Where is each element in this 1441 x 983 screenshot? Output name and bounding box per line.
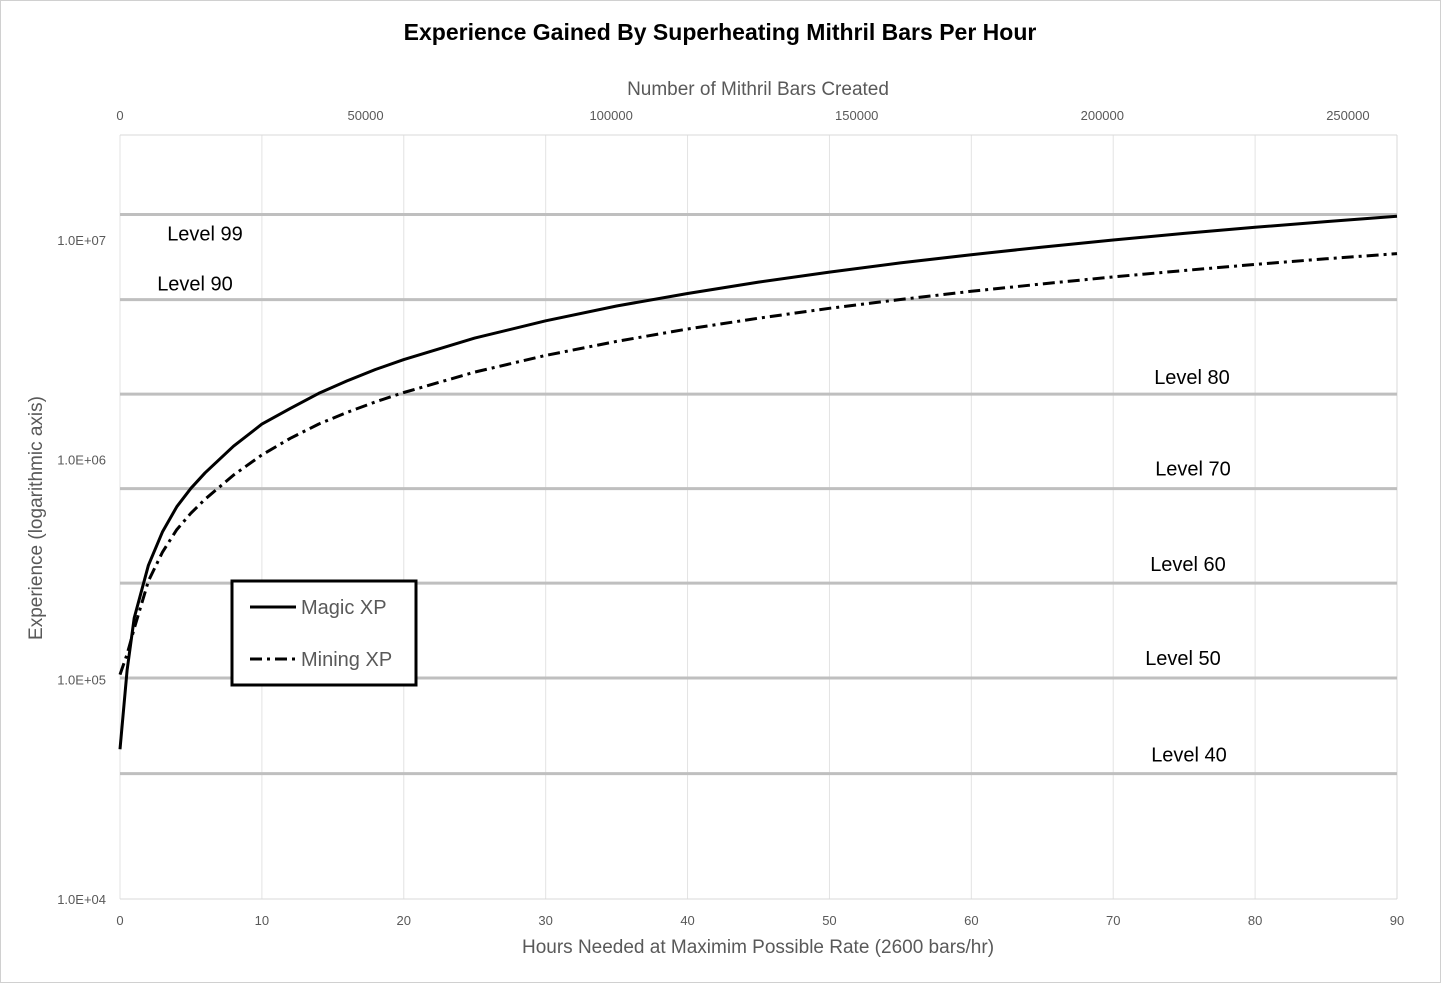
y-tick-label: 1.0E+04 [57,892,106,907]
x2-tick-label: 250000 [1326,108,1369,123]
x-tick-label: 0 [116,913,123,928]
level-label: Level 99 [167,224,243,246]
level-label: Level 70 [1155,459,1231,481]
level-label: Level 40 [1151,745,1227,767]
x2-axis-title: Number of Mithril Bars Created [627,79,889,100]
x-tick-label: 90 [1390,913,1404,928]
level-label: Level 60 [1150,554,1226,576]
x2-tick-label: 50000 [347,108,383,123]
x-tick-label: 30 [538,913,552,928]
chart-title: Experience Gained By Superheating Mithri… [404,19,1037,45]
level-label: Level 90 [157,274,233,296]
y-tick-label: 1.0E+07 [57,233,106,248]
series-line-magic [118,214,1398,750]
x2-tick-label: 200000 [1081,108,1124,123]
x2-tick-label: 0 [116,108,123,123]
series-layer [118,214,1398,750]
level-label: Level 80 [1154,367,1230,389]
x-tick-label: 40 [680,913,694,928]
series-line-mining [118,252,1398,676]
x-tick-label: 70 [1106,913,1120,928]
legend-label-mining: Mining XP [301,649,392,671]
y-axis-title: Experience (logarithmic axis) [26,396,47,640]
x-axis-title: Hours Needed at Maximim Possible Rate (2… [522,937,994,958]
x-tick-label: 20 [397,913,411,928]
legend-label-magic: Magic XP [301,597,387,619]
grid-layer [119,134,1398,900]
tick-labels: 0 10 20 30 40 50 60 70 80 90 0 50000 100000 150000 200… [57,108,1404,928]
x-tick-label: 80 [1248,913,1262,928]
y-tick-label: 1.0E+06 [57,453,106,468]
level-label: Level 50 [1145,648,1221,670]
level-lines: Level 99 Level 90 Level 80 Level 70 Level 60… [120,213,1397,776]
x-tick-label: 60 [964,913,978,928]
x2-tick-label: 150000 [835,108,878,123]
legend: Magic XP Mining XP [230,579,418,687]
legend-box [230,579,418,687]
x-tick-label: 50 [822,913,836,928]
x2-tick-label: 100000 [589,108,632,123]
y-tick-label: 1.0E+05 [57,672,106,687]
x-tick-label: 10 [255,913,269,928]
